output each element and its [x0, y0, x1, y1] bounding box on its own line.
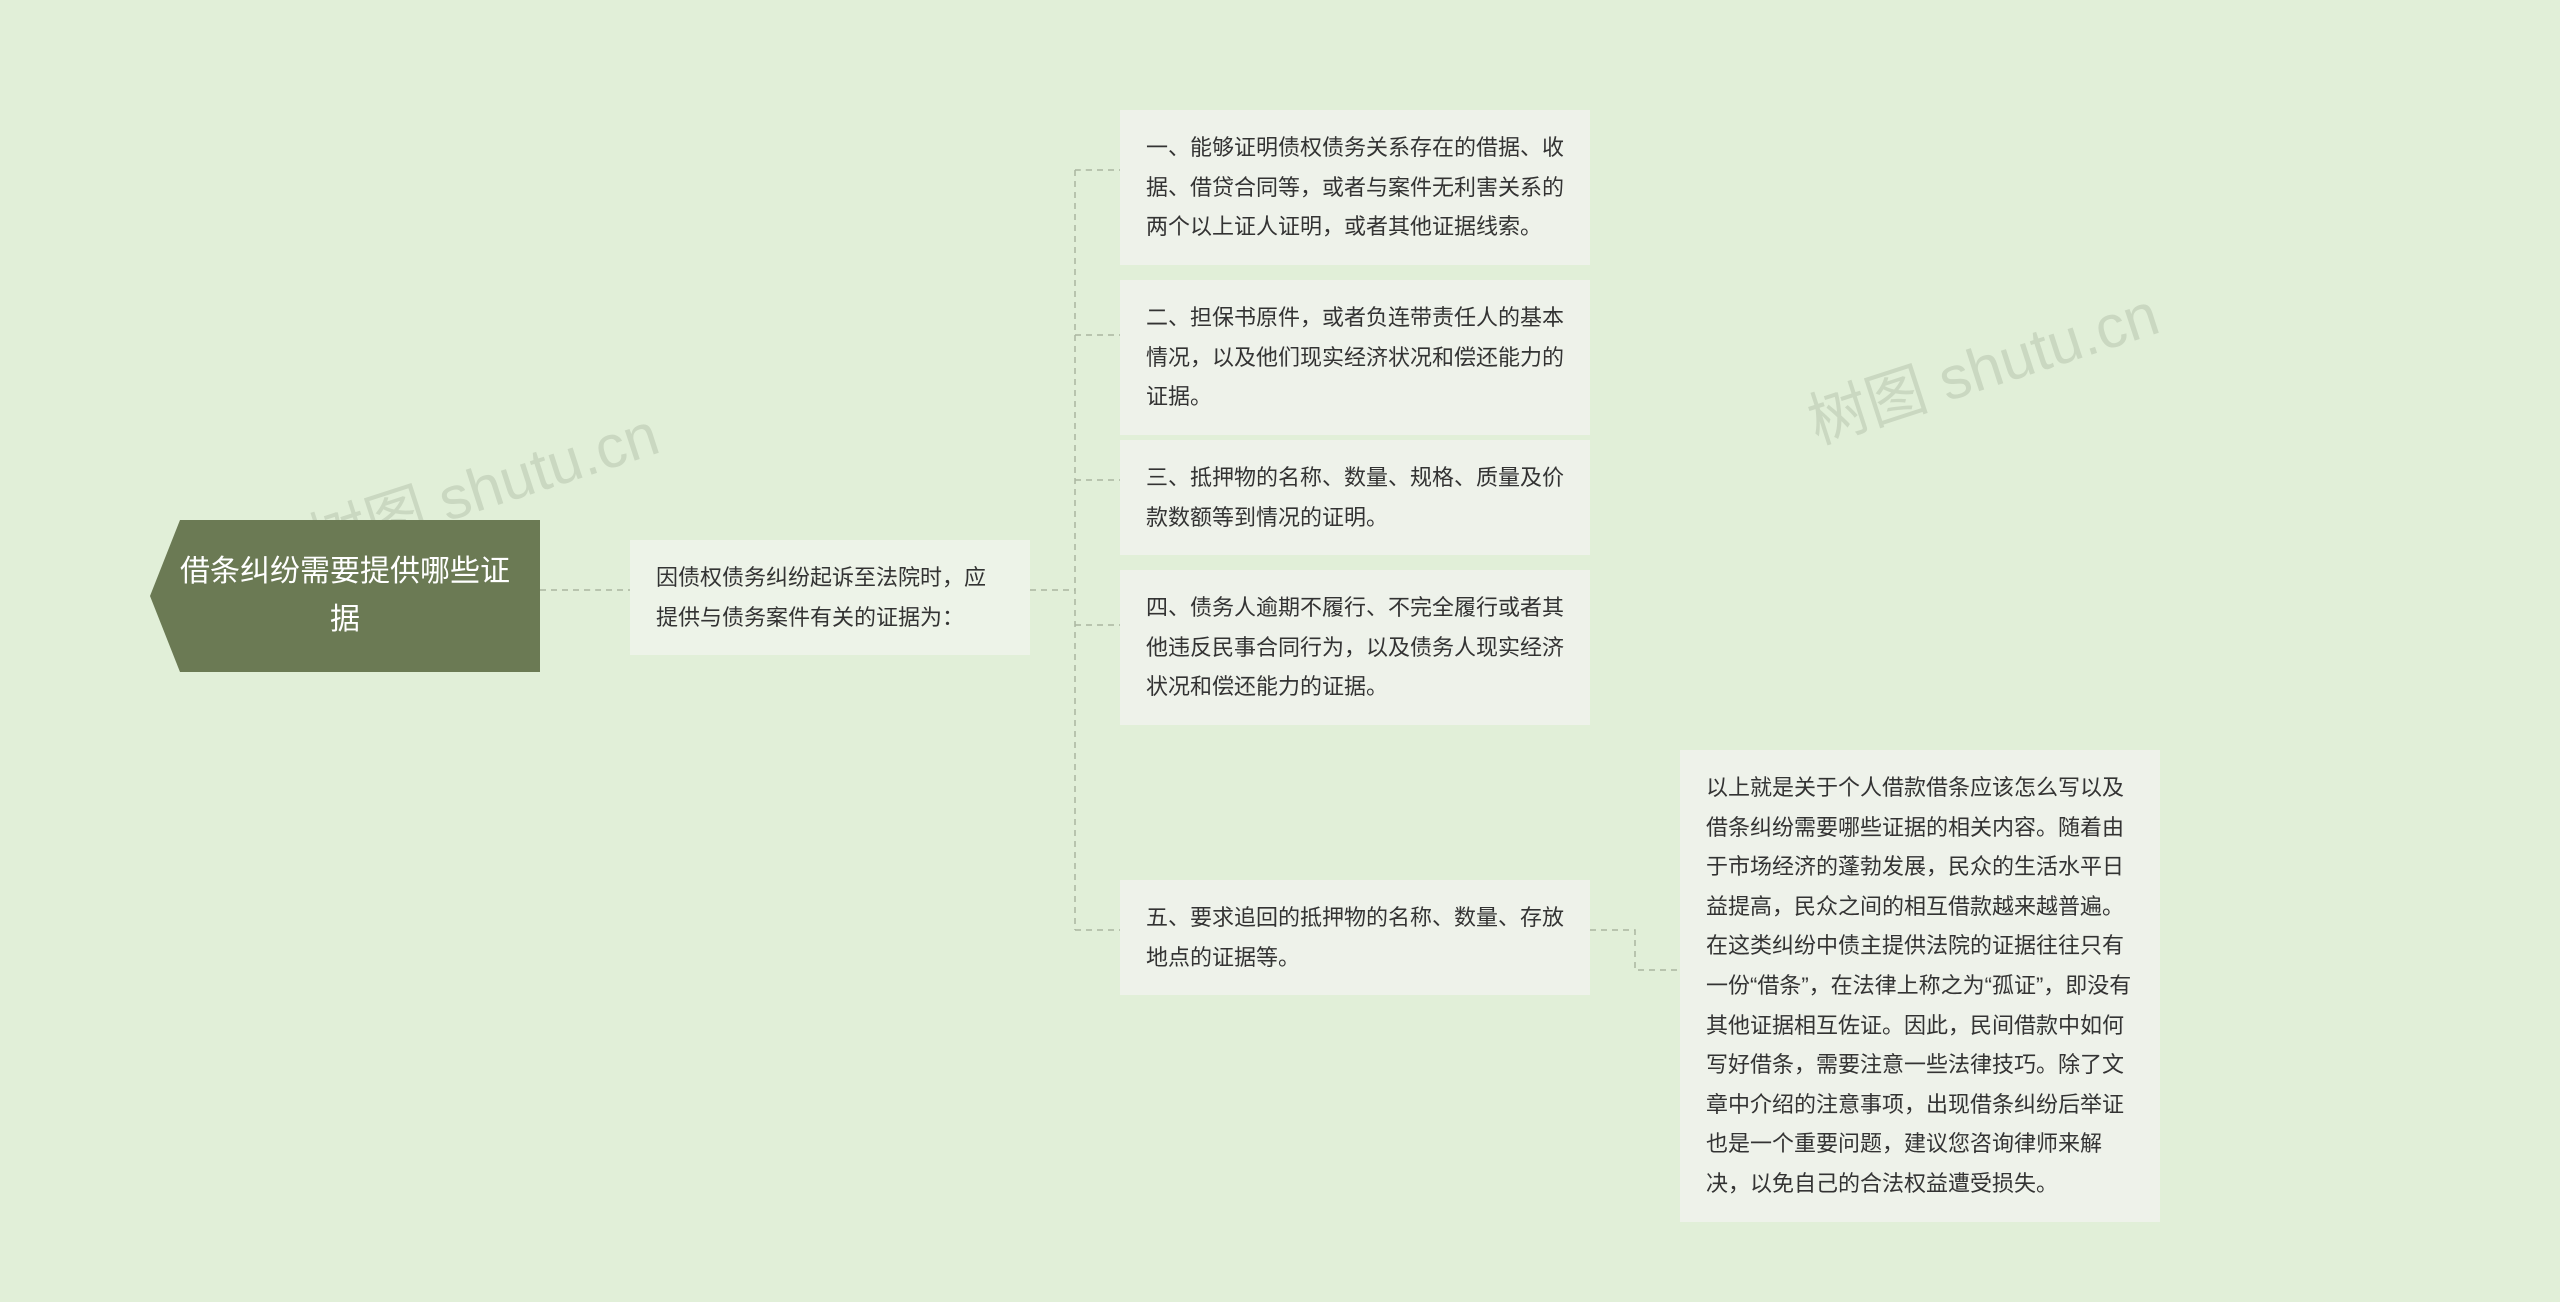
leaf-node-4: 四、债务人逾期不履行、不完全履行或者其他违反民事合同行为，以及债务人现实经济状况… [1120, 570, 1590, 725]
level1-node: 因债权债务纠纷起诉至法院时，应提供与债务案件有关的证据为： [630, 540, 1030, 655]
leaf-node-2: 二、担保书原件，或者负连带责任人的基本情况，以及他们现实经济状况和偿还能力的证据… [1120, 280, 1590, 435]
leaf-node-5: 五、要求追回的抵押物的名称、数量、存放地点的证据等。 [1120, 880, 1590, 995]
root-node: 借条纠纷需要提供哪些证据 [150, 520, 540, 672]
watermark: 树图 shutu.cn [1795, 266, 2168, 461]
extra-node: 以上就是关于个人借款借条应该怎么写以及借条纠纷需要哪些证据的相关内容。随着由于市… [1680, 750, 2160, 1222]
leaf-node-1: 一、能够证明债权债务关系存在的借据、收据、借贷合同等，或者与案件无利害关系的两个… [1120, 110, 1590, 265]
leaf-node-3: 三、抵押物的名称、数量、规格、质量及价款数额等到情况的证明。 [1120, 440, 1590, 555]
